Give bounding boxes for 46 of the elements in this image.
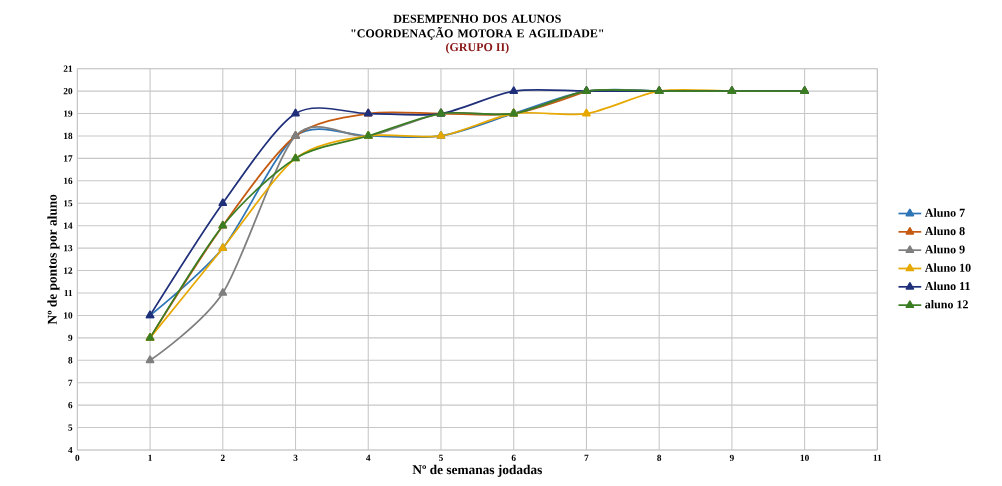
legend-label: Aluno 10 bbox=[924, 263, 971, 272]
y-tick-label: 21 bbox=[63, 65, 73, 72]
y-tick-label: 13 bbox=[64, 244, 73, 252]
legend-label: Aluno 11 bbox=[924, 281, 970, 291]
y-tick-label: 7 bbox=[68, 379, 73, 386]
x-tick-label: 8 bbox=[657, 454, 662, 461]
y-tick-label: 14 bbox=[64, 222, 73, 229]
y-tick-label: 10 bbox=[64, 312, 73, 319]
point bbox=[291, 108, 300, 117]
y-tick-label: 5 bbox=[68, 424, 73, 431]
point bbox=[218, 288, 228, 296]
point bbox=[509, 86, 519, 94]
x-tick-label: 10 bbox=[800, 454, 809, 461]
y-tick-label: 15 bbox=[64, 200, 73, 207]
y-tick-label: 4 bbox=[68, 446, 73, 454]
y-tick-label: 9 bbox=[68, 334, 73, 341]
point bbox=[218, 198, 228, 207]
y-tick-label: 18 bbox=[64, 132, 73, 140]
x-tick-label: 0 bbox=[75, 454, 80, 461]
y-tick-label: 6 bbox=[68, 402, 73, 409]
chart-subtitle: (GRUPO II) bbox=[446, 42, 509, 54]
chart-title: DESEMPENHO DOS ALUNOS "COORDENAÇÃO MOTORA E AGILIDADE" bbox=[351, 14, 604, 40]
point bbox=[145, 355, 155, 364]
y-tick-label: 20 bbox=[63, 87, 73, 95]
y-tick-label: 19 bbox=[64, 110, 73, 117]
x-axis-title: Nº de semanas jodadas bbox=[412, 464, 542, 477]
legend-label: Aluno 9 bbox=[924, 245, 965, 254]
x-tick-label: 11 bbox=[873, 454, 882, 461]
x-tick-label: 6 bbox=[511, 454, 516, 461]
y-tick-label: 11 bbox=[64, 289, 73, 297]
y-tick-label: 17 bbox=[64, 155, 73, 162]
x-tick-label: 3 bbox=[293, 454, 298, 461]
legend-label: aluno 12 bbox=[925, 299, 968, 309]
x-tick-label: 1 bbox=[148, 454, 152, 461]
x-tick-label: 4 bbox=[366, 454, 371, 461]
y-axis-title: Nº de pontos por aluno bbox=[47, 194, 60, 325]
y-tick-label: 16 bbox=[64, 177, 73, 184]
legend-label: Aluno 7 bbox=[924, 208, 965, 217]
x-tick-label: 7 bbox=[584, 454, 589, 461]
point bbox=[582, 108, 591, 117]
legend-label: Aluno 8 bbox=[924, 226, 965, 236]
y-tick-label: 8 bbox=[68, 357, 73, 364]
x-tick-label: 2 bbox=[220, 454, 225, 461]
x-tick-label: 5 bbox=[439, 454, 443, 461]
y-tick-label: 12 bbox=[64, 267, 73, 274]
x-tick-label: 9 bbox=[729, 454, 734, 461]
